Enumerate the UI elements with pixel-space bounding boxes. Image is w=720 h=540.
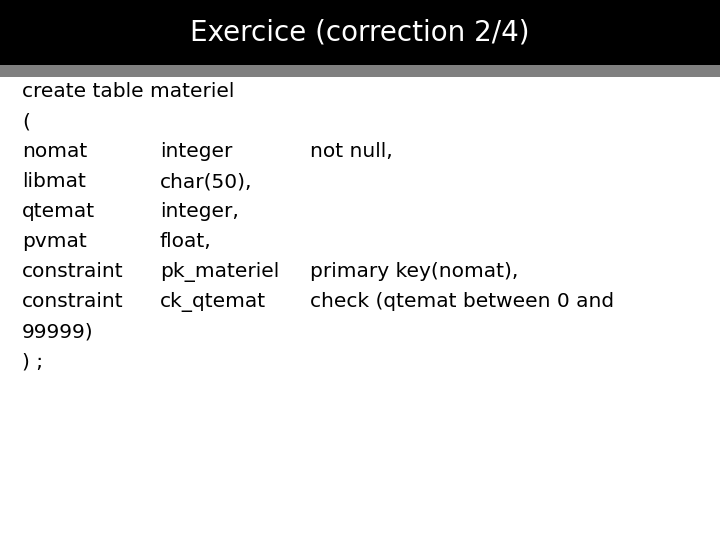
Text: Exercice (correction 2/4): Exercice (correction 2/4) [190, 18, 530, 46]
FancyBboxPatch shape [0, 77, 720, 540]
Text: not null,: not null, [310, 142, 392, 161]
Text: char(50),: char(50), [160, 172, 253, 191]
Text: primary key(nomat),: primary key(nomat), [310, 262, 518, 281]
Text: (: ( [22, 112, 30, 131]
FancyBboxPatch shape [0, 65, 720, 77]
Text: pk_materiel: pk_materiel [160, 262, 279, 282]
Text: libmat: libmat [22, 172, 86, 191]
Text: integer: integer [160, 142, 233, 161]
Text: create table materiel: create table materiel [22, 82, 235, 101]
Text: pvmat: pvmat [22, 232, 86, 251]
Text: nomat: nomat [22, 142, 87, 161]
Text: constraint: constraint [22, 262, 124, 281]
Text: constraint: constraint [22, 292, 124, 311]
Text: ) ;: ) ; [22, 352, 43, 371]
FancyBboxPatch shape [0, 0, 720, 65]
Text: qtemat: qtemat [22, 202, 95, 221]
Text: float,: float, [160, 232, 212, 251]
Text: 99999): 99999) [22, 322, 94, 341]
Text: ck_qtemat: ck_qtemat [160, 292, 266, 312]
Text: check (qtemat between 0 and: check (qtemat between 0 and [310, 292, 614, 311]
Text: integer,: integer, [160, 202, 239, 221]
